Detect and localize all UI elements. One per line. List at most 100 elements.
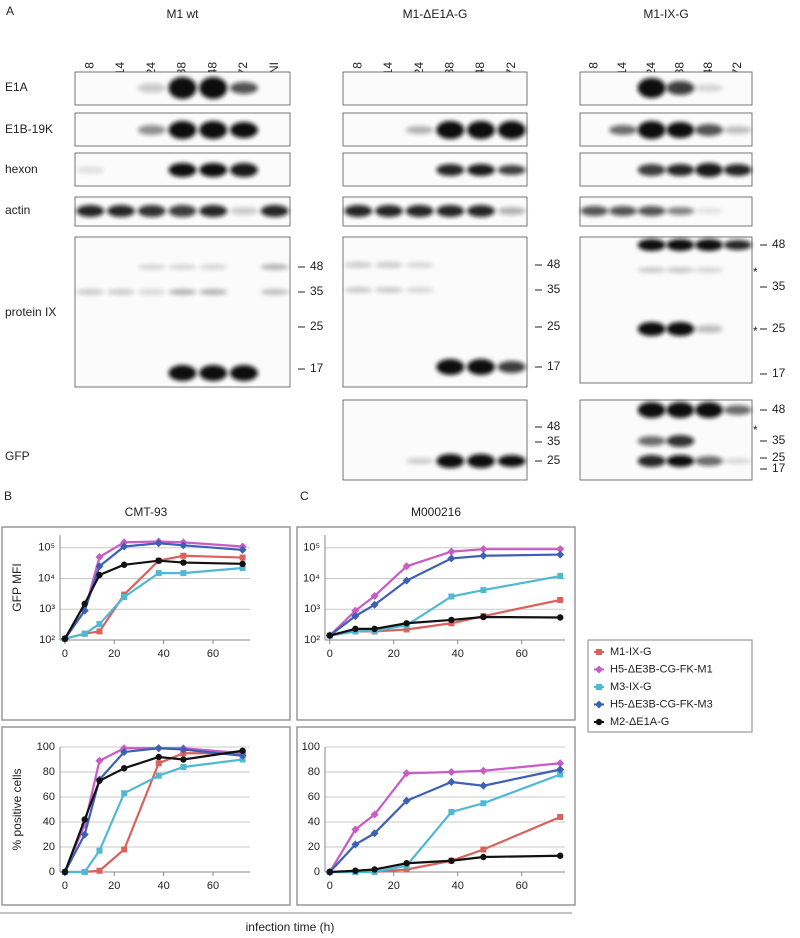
point — [81, 600, 88, 608]
blot-band — [723, 164, 752, 176]
point — [81, 816, 88, 823]
lane-label: 8 — [587, 62, 601, 69]
point — [239, 564, 246, 571]
blot-band — [76, 289, 105, 295]
x-tick-label: 0 — [327, 648, 333, 660]
series-line: H5-ΔE3B-CG-FK-M3 — [63, 747, 243, 873]
y-tick-label: 100 — [302, 741, 320, 753]
blot-band — [76, 166, 105, 174]
blot-band — [229, 365, 258, 381]
point — [403, 620, 410, 627]
blot-band — [637, 455, 666, 467]
blot-group-title: M1 wt — [166, 7, 199, 21]
blot-panel — [342, 236, 528, 388]
blot-band — [666, 239, 695, 251]
point — [448, 616, 455, 624]
point — [95, 756, 104, 765]
x-tick-label: 60 — [516, 648, 528, 660]
blot-band — [666, 122, 695, 138]
blot-band — [723, 126, 752, 134]
size-marker: 17 — [547, 359, 561, 373]
blot-band — [695, 456, 723, 466]
y-tick-label: 60 — [43, 791, 55, 803]
blot-band — [168, 365, 197, 381]
size-marker: 48 — [772, 402, 786, 416]
point — [61, 635, 69, 642]
x-tick-label: 40 — [158, 648, 170, 660]
blot-band — [168, 163, 197, 177]
lane-label: 8 — [83, 62, 97, 69]
legend-marker — [595, 700, 603, 709]
point — [239, 560, 246, 568]
panel-label: A — [6, 4, 14, 18]
blot-band — [137, 264, 166, 270]
chart-frame — [1, 526, 291, 721]
point — [120, 748, 129, 756]
blot-band — [609, 206, 637, 216]
size-marker: 48 — [772, 237, 786, 251]
point — [80, 830, 89, 839]
point — [155, 772, 162, 779]
point — [96, 621, 103, 628]
point — [120, 765, 128, 772]
blot-band — [637, 267, 666, 273]
point — [154, 744, 163, 753]
series-line: M1-IX-G — [64, 554, 243, 640]
blot-panel — [342, 399, 528, 481]
asterisk: * — [753, 265, 758, 279]
blot-band — [666, 455, 695, 467]
blot-band — [168, 121, 197, 139]
size-marker: 25 — [547, 453, 561, 467]
point — [448, 593, 455, 600]
blot-band — [637, 239, 666, 251]
point — [239, 747, 246, 754]
blot-row-label: hexon — [5, 162, 38, 176]
point — [480, 587, 487, 594]
point — [238, 751, 247, 760]
y-tick-label: 100 — [37, 741, 55, 753]
blot-band — [405, 287, 434, 293]
point — [403, 860, 410, 867]
y-tick-label: 10² — [304, 634, 320, 646]
y-tick-label: 10² — [39, 634, 55, 646]
blot-band — [467, 164, 495, 176]
blot-band — [199, 163, 228, 177]
blot-panel — [74, 236, 291, 388]
point — [180, 764, 187, 770]
legend-marker — [596, 684, 602, 690]
point — [479, 766, 488, 775]
point — [121, 846, 128, 853]
blot-band — [637, 436, 666, 446]
blot-band — [497, 455, 526, 467]
blot-band — [137, 125, 166, 135]
blot-band — [723, 458, 752, 464]
point — [557, 596, 564, 603]
y-axis-label: GFP MFI — [10, 563, 24, 611]
blot-band — [199, 264, 228, 270]
blot-band — [344, 287, 373, 293]
y-tick-label: 60 — [308, 791, 320, 803]
blot-band — [695, 267, 723, 273]
series-line: M2-ΔE1A-G — [329, 854, 561, 874]
blot-band — [229, 122, 258, 138]
point — [96, 847, 103, 854]
point — [556, 765, 565, 774]
point — [179, 541, 188, 550]
blot-band — [107, 289, 136, 295]
x-tick-label: 20 — [388, 648, 400, 660]
chart-frame — [1, 726, 291, 906]
blot-band — [467, 359, 495, 375]
point — [120, 538, 129, 547]
blot-band — [695, 208, 723, 214]
blot-band — [436, 205, 465, 217]
legend-frame — [587, 639, 753, 733]
blot-strip — [579, 196, 753, 227]
y-tick-label: 80 — [308, 766, 320, 778]
point — [557, 814, 564, 820]
chart-title: CMT-93 — [125, 505, 168, 519]
blot-band — [436, 164, 465, 176]
point — [448, 620, 455, 627]
point — [370, 810, 379, 819]
x-tick-label: 0 — [62, 648, 68, 660]
blot-band — [168, 77, 197, 99]
